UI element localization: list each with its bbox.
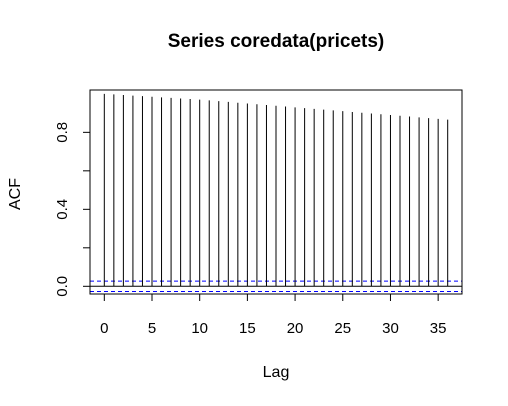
x-tick-label-15: 15 [239,320,256,337]
x-tick-label-30: 30 [382,320,399,337]
y-axis: 0.0 0.4 0.8 [54,122,90,297]
acf-bars [103,93,449,287]
x-tick-label-35: 35 [430,320,447,337]
x-tick-label-25: 25 [334,320,351,337]
y-tick-label-0.4: 0.4 [54,199,71,220]
x-tick-label-10: 10 [191,320,208,337]
y-tick-label-0.0: 0.0 [54,276,71,297]
plot-box [89,89,463,295]
x-tick-label-0: 0 [100,320,108,337]
x-axis: 0 5 10 15 20 25 30 35 [100,294,446,337]
x-tick-label-5: 5 [148,320,156,337]
x-axis-label: Lag [263,364,290,381]
y-tick-label-0.8: 0.8 [54,122,71,143]
chart-title: Series coredata(pricets) [168,31,385,52]
x-tick-label-20: 20 [287,320,304,337]
y-axis-label: ACF [7,178,24,210]
